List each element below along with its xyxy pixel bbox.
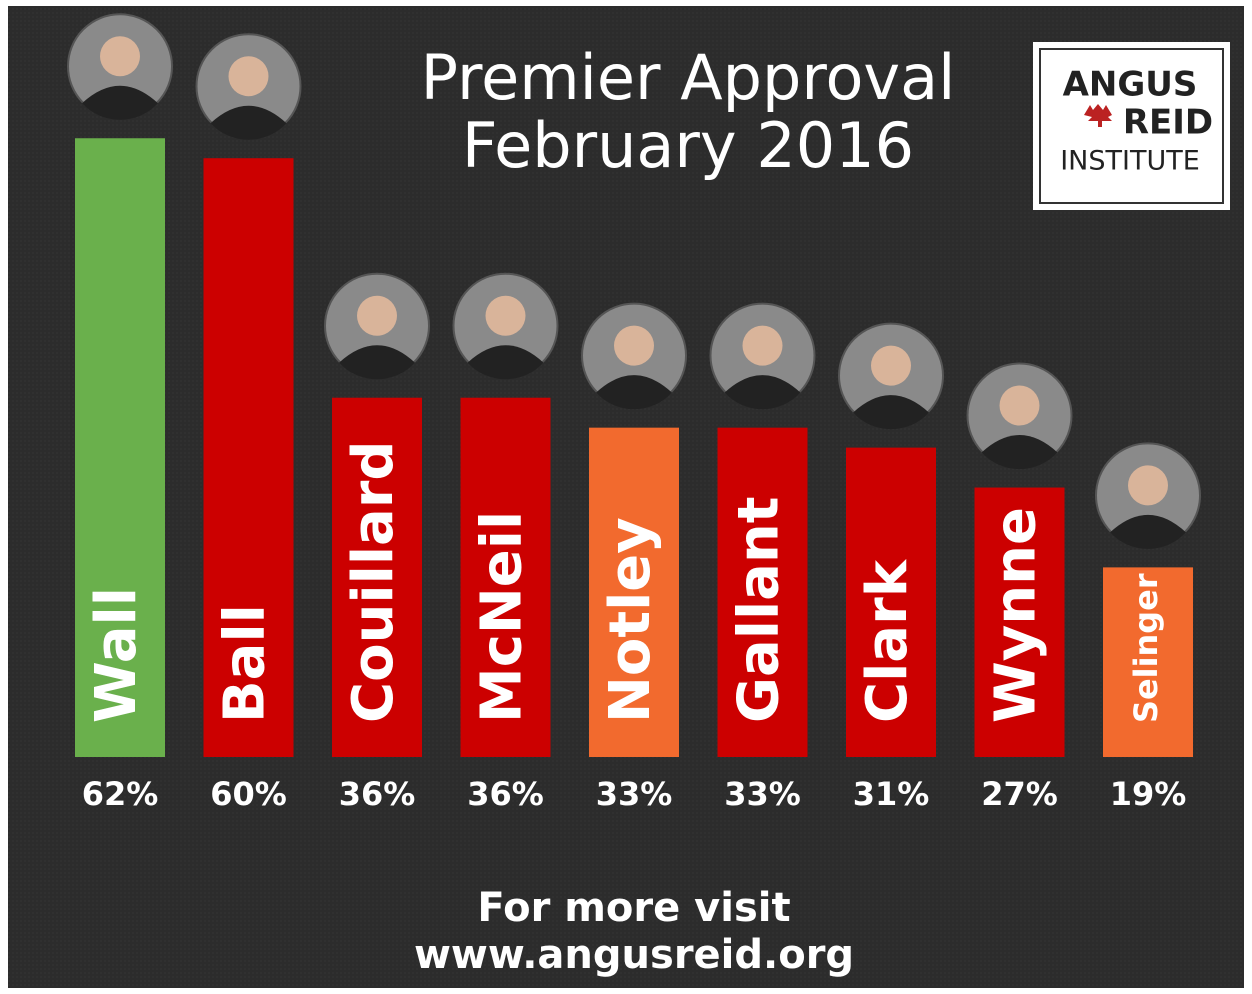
- bar-label: Clark: [855, 558, 920, 723]
- chart-subtitle: February 2016: [462, 109, 914, 182]
- portrait-head: [614, 325, 654, 366]
- portrait-body: [981, 435, 1058, 470]
- footer: www.angusreid.org: [414, 932, 854, 978]
- logo-box: [1033, 42, 1230, 210]
- footer: For more visit: [477, 885, 790, 931]
- portrait-body: [1110, 514, 1186, 549]
- bar: [75, 138, 165, 758]
- bar-label: Gallant: [727, 496, 792, 723]
- value-label: 33%: [596, 775, 673, 813]
- portrait-head: [100, 36, 140, 77]
- portrait-head: [485, 295, 526, 336]
- bar: [460, 397, 551, 757]
- logo-text: INSTITUTE: [1060, 146, 1200, 177]
- bar-label: Notley: [598, 517, 663, 723]
- bar: [717, 427, 808, 757]
- value-label: 60%: [210, 775, 287, 813]
- value-label: 36%: [339, 775, 416, 813]
- portrait-head: [228, 56, 269, 97]
- portrait-body: [82, 85, 158, 120]
- bar: [974, 487, 1065, 757]
- value-label: 27%: [981, 775, 1058, 813]
- portrait-head: [1128, 465, 1168, 506]
- portrait-head: [742, 325, 783, 366]
- bar-label: McNeil: [470, 511, 535, 723]
- value-label: 62%: [82, 775, 159, 813]
- logo-text: ANGUS: [1063, 65, 1198, 105]
- bar: [1103, 567, 1193, 757]
- maple-leaf: [1084, 104, 1112, 127]
- bar: [203, 158, 294, 757]
- portrait-head: [357, 295, 397, 336]
- bar: [332, 397, 422, 757]
- value-label: 19%: [1110, 775, 1187, 813]
- bar-label: Couillard: [341, 440, 406, 723]
- portrait-body: [210, 105, 287, 140]
- bar-label: Wall: [84, 587, 149, 723]
- portrait-body: [724, 375, 801, 410]
- logo: ANGUS REID INSTITUTE: [1033, 42, 1230, 210]
- value-label: 36%: [467, 775, 544, 813]
- logo-text: REID: [1123, 103, 1213, 143]
- portrait-head: [871, 345, 911, 386]
- portrait-body: [339, 345, 415, 380]
- value-label: 31%: [853, 775, 930, 813]
- portrait-body: [467, 345, 544, 380]
- value-label: 33%: [724, 775, 801, 813]
- portrait-head: [999, 385, 1040, 426]
- bar-label: Wynne: [984, 507, 1049, 723]
- portrait-body: [853, 395, 929, 430]
- bar-label: Selinger: [1127, 573, 1165, 723]
- bar-label: Ball: [213, 604, 278, 723]
- logo-border: [1039, 48, 1224, 204]
- bar: [589, 427, 679, 757]
- bar: [846, 447, 936, 757]
- chart-title: Premier Approval: [421, 41, 956, 114]
- portrait-body: [596, 375, 672, 410]
